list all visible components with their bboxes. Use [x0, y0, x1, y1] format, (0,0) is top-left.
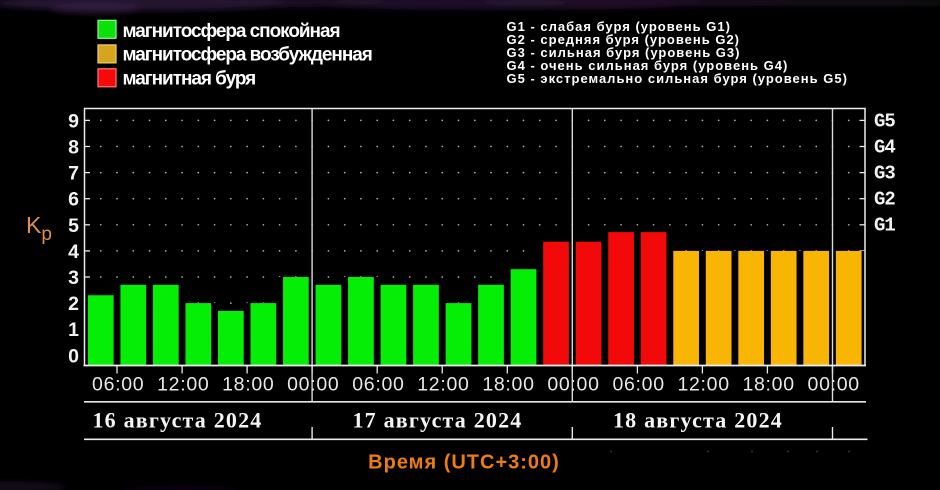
- svg-text:06:00: 06:00: [612, 374, 664, 396]
- svg-text:G5 - экстремально сильная буря: G5 - экстремально сильная буря (уровень …: [507, 71, 848, 86]
- svg-text:7: 7: [68, 163, 79, 185]
- svg-text:G4 - очень сильная буря (урове: G4 - очень сильная буря (уровень G4): [507, 58, 789, 73]
- svg-text:9: 9: [68, 110, 79, 132]
- svg-text:18:00: 18:00: [222, 374, 274, 396]
- svg-text:магнитосфера спокойная: магнитосфера спокойная: [123, 21, 340, 42]
- svg-text:00:00: 00:00: [547, 374, 599, 396]
- svg-text:G3: G3: [874, 163, 895, 185]
- svg-text:06:00: 06:00: [92, 374, 144, 396]
- svg-text:G1 - слабая буря (уровень G1): G1 - слабая буря (уровень G1): [507, 19, 731, 34]
- svg-text:5: 5: [68, 215, 79, 237]
- svg-text:17 августа 2024: 17 августа 2024: [352, 408, 522, 433]
- svg-text:16 августа 2024: 16 августа 2024: [92, 408, 262, 433]
- svg-text:18:00: 18:00: [742, 374, 794, 396]
- svg-text:00:00: 00:00: [287, 374, 339, 396]
- svg-text:12:00: 12:00: [157, 374, 209, 396]
- svg-text:G3 - сильная буря (уровень G3): G3 - сильная буря (уровень G3): [507, 45, 741, 60]
- svg-text:магнитная буря: магнитная буря: [123, 69, 256, 90]
- svg-text:0: 0: [68, 345, 79, 367]
- svg-text:Время (UTC+3:00): Время (UTC+3:00): [368, 452, 560, 474]
- svg-text:G2: G2: [874, 189, 895, 211]
- svg-text:18:00: 18:00: [482, 374, 534, 396]
- svg-text:G4: G4: [874, 136, 895, 158]
- svg-text:1: 1: [68, 319, 79, 341]
- svg-text:магнитосфера возбужденная: магнитосфера возбужденная: [123, 45, 372, 66]
- svg-text:3: 3: [68, 267, 79, 289]
- svg-text:6: 6: [68, 189, 79, 211]
- svg-text:06:00: 06:00: [352, 374, 404, 396]
- svg-text:12:00: 12:00: [677, 374, 729, 396]
- svg-text:12:00: 12:00: [417, 374, 469, 396]
- svg-text:2: 2: [68, 293, 79, 315]
- svg-text:4: 4: [68, 241, 79, 263]
- svg-text:G5: G5: [874, 110, 895, 132]
- svg-text:G1: G1: [874, 215, 895, 237]
- svg-text:18 августа 2024: 18 августа 2024: [613, 408, 783, 433]
- svg-text:00:00: 00:00: [808, 374, 860, 396]
- svg-text:G2 - средняя буря (уровень G2): G2 - средняя буря (уровень G2): [507, 32, 741, 47]
- svg-text:8: 8: [68, 137, 79, 159]
